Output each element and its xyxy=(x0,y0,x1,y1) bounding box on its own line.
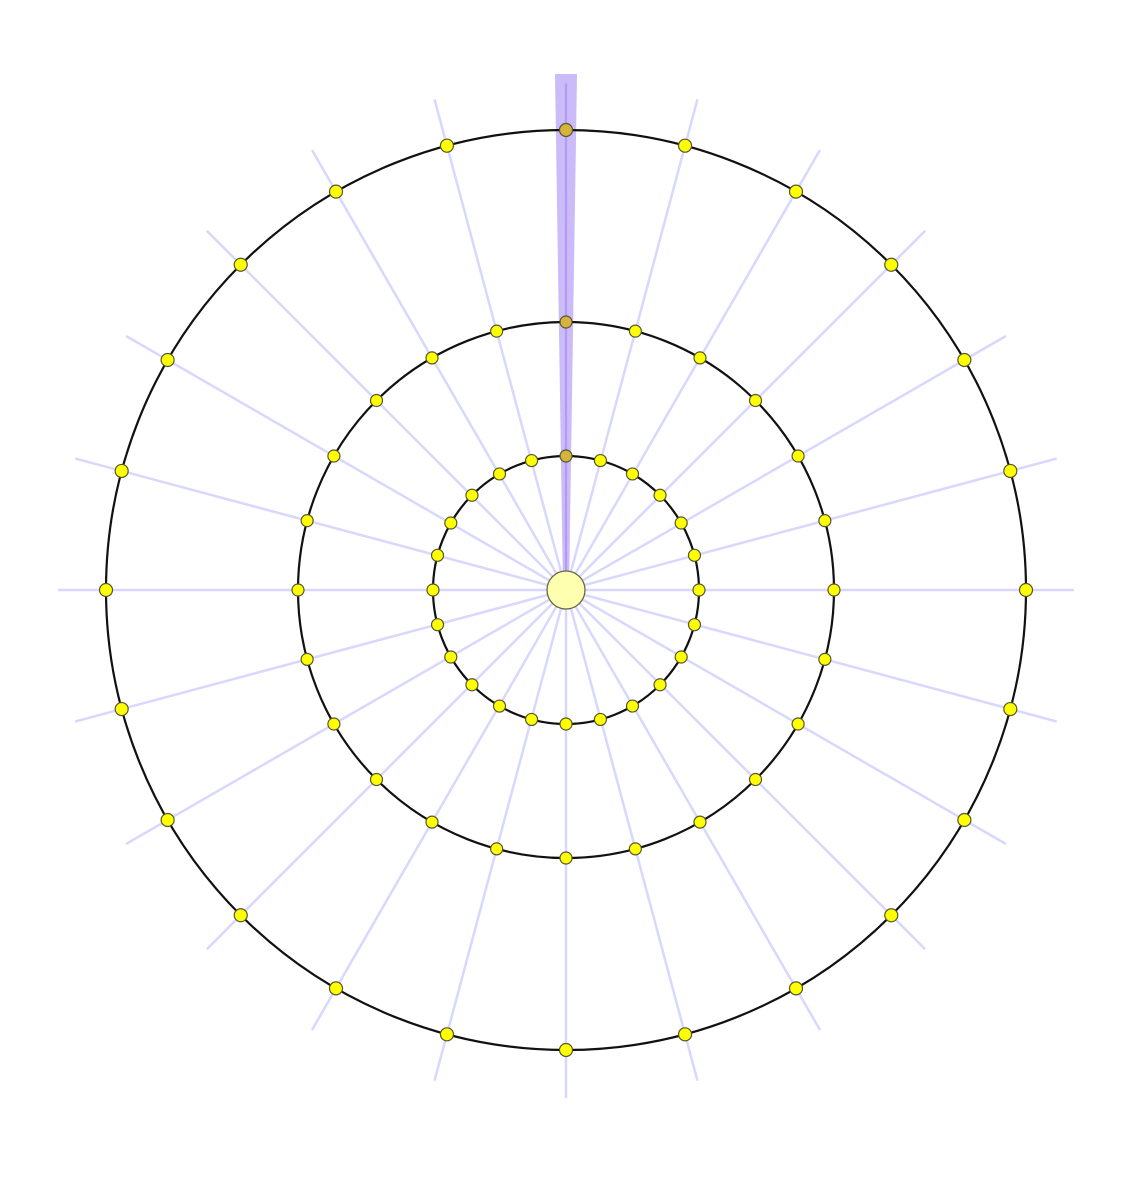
point-inner-3[interactable] xyxy=(653,488,667,502)
point-inner-17[interactable] xyxy=(430,618,445,632)
point-outer-15[interactable] xyxy=(233,908,248,923)
point-inner-23[interactable] xyxy=(524,453,539,468)
point-middle-19[interactable] xyxy=(300,514,314,528)
point-middle-18[interactable] xyxy=(291,583,305,597)
point-middle-15[interactable] xyxy=(369,772,384,787)
point-outer-5[interactable] xyxy=(1003,463,1018,479)
point-inner-13[interactable] xyxy=(524,712,539,727)
point-middle-10[interactable] xyxy=(693,815,707,829)
point-inner-5[interactable] xyxy=(687,548,702,562)
point-outer-22[interactable] xyxy=(328,184,344,199)
point-inner-6[interactable] xyxy=(692,583,706,597)
point-outer-16[interactable] xyxy=(160,812,175,828)
point-inner-15[interactable] xyxy=(465,678,479,692)
point-inner-19[interactable] xyxy=(430,548,445,562)
point-inner-4[interactable] xyxy=(674,516,688,530)
spokes-layer xyxy=(58,82,1074,1098)
points-layer xyxy=(98,122,1034,1058)
highlighted-spoke-layer xyxy=(555,74,577,590)
point-middle-14[interactable] xyxy=(425,815,439,829)
point-inner-16[interactable] xyxy=(444,650,458,664)
point-middle-1[interactable] xyxy=(628,324,642,338)
highlighted-point-middle[interactable] xyxy=(559,315,573,329)
point-inner-10[interactable] xyxy=(625,699,640,713)
spoke-14 xyxy=(310,589,568,1031)
highlighted-point-outer[interactable] xyxy=(558,122,574,138)
point-middle-17[interactable] xyxy=(300,652,314,666)
point-outer-1[interactable] xyxy=(677,138,693,153)
spoke-15 xyxy=(205,589,567,951)
spoke-8 xyxy=(565,588,1007,846)
point-middle-11[interactable] xyxy=(628,842,642,856)
spoke-13 xyxy=(433,589,568,1082)
spoke-16 xyxy=(125,588,567,846)
point-middle-23[interactable] xyxy=(490,324,504,338)
center-node[interactable] xyxy=(546,570,586,610)
point-outer-20[interactable] xyxy=(160,352,175,368)
spoke-22 xyxy=(310,149,568,591)
spoke-21 xyxy=(205,229,567,591)
point-middle-3[interactable] xyxy=(748,393,763,408)
point-inner-7[interactable] xyxy=(687,618,702,632)
point-middle-4[interactable] xyxy=(791,449,805,463)
point-outer-17[interactable] xyxy=(114,701,129,717)
spoke-11 xyxy=(564,589,699,1082)
point-inner-9[interactable] xyxy=(653,678,667,692)
point-middle-21[interactable] xyxy=(369,393,384,408)
point-outer-7[interactable] xyxy=(1003,701,1018,717)
spoke-20 xyxy=(125,334,567,592)
point-middle-12[interactable] xyxy=(559,851,573,865)
center-layer xyxy=(546,570,586,610)
spoke-5 xyxy=(565,457,1058,592)
spoke-9 xyxy=(565,589,927,951)
point-middle-13[interactable] xyxy=(490,842,504,856)
point-outer-6[interactable] xyxy=(1018,582,1034,598)
highlighted-point-inner[interactable] xyxy=(559,449,573,463)
spoke-4 xyxy=(565,334,1007,592)
point-inner-20[interactable] xyxy=(444,516,458,530)
point-middle-6[interactable] xyxy=(827,583,841,597)
point-outer-2[interactable] xyxy=(788,184,804,199)
point-inner-1[interactable] xyxy=(593,453,608,468)
point-outer-10[interactable] xyxy=(788,981,804,996)
point-outer-4[interactable] xyxy=(957,352,972,368)
point-middle-5[interactable] xyxy=(818,514,832,528)
point-middle-8[interactable] xyxy=(791,717,805,731)
point-outer-8[interactable] xyxy=(957,812,972,828)
point-outer-14[interactable] xyxy=(328,981,344,996)
point-middle-22[interactable] xyxy=(425,351,439,365)
point-outer-3[interactable] xyxy=(884,257,899,272)
point-middle-20[interactable] xyxy=(327,449,341,463)
spoke-1 xyxy=(564,98,699,591)
spoke-10 xyxy=(564,589,822,1031)
point-outer-13[interactable] xyxy=(439,1027,455,1042)
point-inner-11[interactable] xyxy=(593,712,608,727)
point-inner-21[interactable] xyxy=(465,488,479,502)
point-outer-23[interactable] xyxy=(439,138,455,153)
point-middle-16[interactable] xyxy=(327,717,341,731)
point-outer-19[interactable] xyxy=(114,463,129,479)
point-outer-18[interactable] xyxy=(98,582,114,598)
point-inner-18[interactable] xyxy=(426,583,440,597)
point-outer-21[interactable] xyxy=(233,257,248,272)
point-middle-7[interactable] xyxy=(818,652,832,666)
point-inner-8[interactable] xyxy=(674,650,688,664)
spoke-7 xyxy=(565,588,1058,723)
point-inner-14[interactable] xyxy=(492,699,507,713)
spoke-2 xyxy=(564,149,822,591)
point-outer-11[interactable] xyxy=(677,1027,693,1042)
point-inner-22[interactable] xyxy=(492,467,507,481)
point-middle-9[interactable] xyxy=(748,772,763,787)
spoke-23 xyxy=(433,98,568,591)
spoke-17 xyxy=(74,588,567,723)
point-inner-2[interactable] xyxy=(625,467,640,481)
spoke-3 xyxy=(565,229,927,591)
point-middle-2[interactable] xyxy=(693,351,707,365)
spoke-19 xyxy=(74,457,567,592)
point-outer-12[interactable] xyxy=(558,1042,574,1058)
point-inner-12[interactable] xyxy=(559,717,573,731)
point-outer-9[interactable] xyxy=(884,908,899,923)
